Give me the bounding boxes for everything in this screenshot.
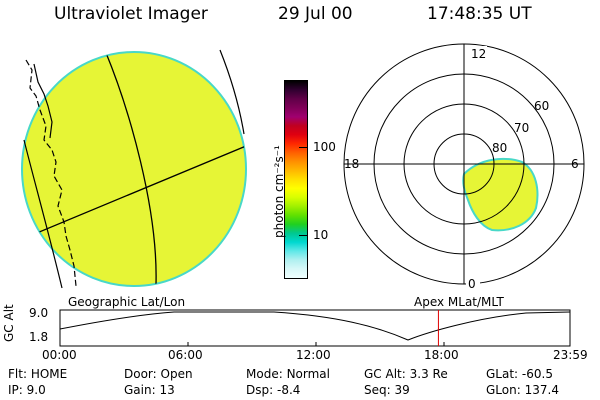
colorbar-tick-10: 10 xyxy=(313,228,329,242)
gc-alt-axis-title: GC Alt xyxy=(2,304,16,342)
longitude-line-left xyxy=(23,139,63,289)
status-seq: Seq: 39 xyxy=(364,383,410,397)
time-tick-1200: 12:00 xyxy=(296,348,331,362)
mlat-label-80: 80 xyxy=(492,141,507,155)
time-tick-0600: 06:00 xyxy=(168,348,203,362)
latitude-line xyxy=(22,145,246,241)
geographic-grid-label: Geographic Lat/Lon xyxy=(68,295,186,309)
status-dsp: Dsp: -8.4 xyxy=(246,383,301,397)
geographic-image xyxy=(21,49,247,289)
mlt-label-6: 6 xyxy=(571,157,579,171)
emission-disk xyxy=(21,51,247,287)
color-scale-bar xyxy=(284,80,308,279)
time-tick-2359: 23:59 xyxy=(553,348,588,362)
colorbar-tick-100: 100 xyxy=(313,140,336,154)
gc-alt-tick-high: 9.0 xyxy=(29,306,49,320)
altitude-curve xyxy=(59,311,571,341)
colorbar-unit-label: photon cm⁻²s⁻¹ xyxy=(272,145,286,238)
mlt-label-18: 18 xyxy=(344,157,359,171)
status-gain: Gain: 13 xyxy=(124,383,175,397)
longitude-line-outer xyxy=(219,49,245,135)
status-glat: GLat: -60.5 xyxy=(486,367,553,381)
gc-alt-tick-low: 1.8 xyxy=(29,330,49,344)
mlt-label-0: 0 xyxy=(468,277,476,291)
status-gc-alt: GC Alt: 3.3 Re xyxy=(364,367,448,381)
longitude-line xyxy=(103,52,157,285)
coastline-fragment xyxy=(33,63,53,139)
status-flight: Flt: HOME xyxy=(8,367,68,381)
auroral-emission-region xyxy=(462,157,539,232)
altitude-timeline xyxy=(59,309,571,347)
polar-plot: 12 0 18 6 60 70 80 xyxy=(343,43,585,291)
mlat-label-70: 70 xyxy=(514,121,529,135)
instrument-title: Ultraviolet Imager xyxy=(54,4,208,24)
observation-time: 17:48:35 UT xyxy=(427,4,532,24)
status-ip: IP: 9.0 xyxy=(8,383,46,397)
status-door: Door: Open xyxy=(124,367,193,381)
mlt-label-12: 12 xyxy=(471,47,486,61)
status-mode: Mode: Normal xyxy=(246,367,330,381)
observation-date: 29 Jul 00 xyxy=(278,4,353,24)
time-tick-0000: 00:00 xyxy=(42,348,77,362)
coastline xyxy=(25,59,77,287)
time-tick-1800: 18:00 xyxy=(424,348,459,362)
apex-grid-label: Apex MLat/MLT xyxy=(414,295,504,309)
status-glon: GLon: 137.4 xyxy=(486,383,559,397)
mlat-label-60: 60 xyxy=(534,99,549,113)
